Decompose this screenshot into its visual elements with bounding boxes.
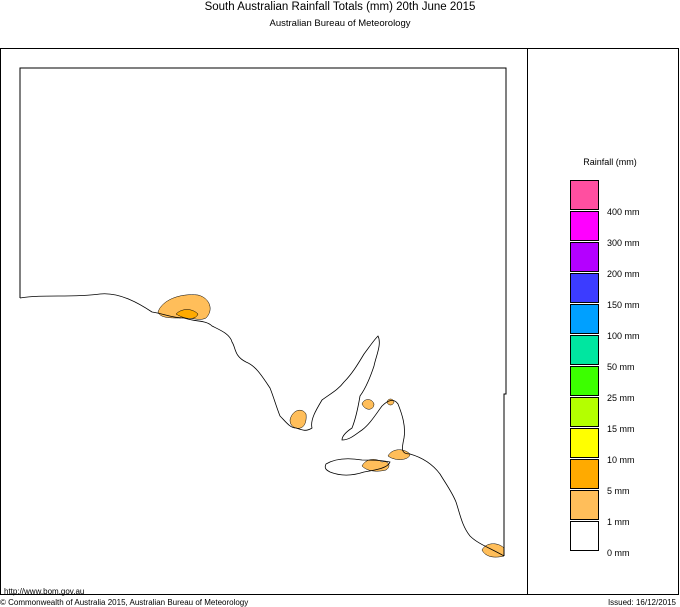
- legend-label: 400 mm: [607, 207, 640, 217]
- legend-title: Rainfall (mm): [583, 157, 637, 167]
- copyright-notice: © Commonwealth of Australia 2015, Austra…: [0, 598, 249, 607]
- legend-swatch: [570, 459, 599, 489]
- legend-label: 300 mm: [607, 238, 640, 248]
- legend-label: 5 mm: [607, 486, 630, 496]
- legend-label: 25 mm: [607, 393, 635, 403]
- legend-label: 150 mm: [607, 300, 640, 310]
- legend-label: 1 mm: [607, 517, 630, 527]
- legend-swatch: [570, 521, 599, 551]
- legend-label: 15 mm: [607, 424, 635, 434]
- source-url[interactable]: http://www.bom.gov.au: [4, 587, 85, 596]
- legend-swatch: [570, 211, 599, 241]
- kangaroo-island: [324, 458, 391, 476]
- legend-swatch: [570, 490, 599, 520]
- legend-swatch: [570, 335, 599, 365]
- legend-label: 10 mm: [607, 455, 635, 465]
- legend-swatch: [570, 428, 599, 458]
- legend-swatch: [570, 397, 599, 427]
- legend-swatch: [570, 304, 599, 334]
- legend-swatch: [570, 366, 599, 396]
- coastline: [19, 293, 505, 557]
- rain-area-far-west-core: [175, 309, 199, 319]
- legend-divider: [527, 48, 528, 595]
- rain-area-yorke-peninsula: [361, 399, 375, 410]
- map-subtitle: Australian Bureau of Meteorology: [269, 18, 411, 29]
- legend-label: 200 mm: [607, 269, 640, 279]
- state-border: [19, 67, 507, 556]
- south-australia-map: [19, 67, 507, 558]
- rain-area-fleurieu: [387, 449, 411, 460]
- legend-label: 100 mm: [607, 331, 640, 341]
- rain-area-port: [386, 398, 395, 406]
- map-frame: [0, 48, 679, 595]
- legend-label: 50 mm: [607, 362, 635, 372]
- rain-area-eyre-peninsula: [289, 409, 307, 429]
- legend-swatch: [570, 180, 599, 210]
- legend-swatch: [570, 273, 599, 303]
- issued-date: Issued: 16/12/2015: [607, 598, 676, 607]
- legend-swatch: [570, 242, 599, 272]
- legend-label: 0 mm: [607, 548, 630, 558]
- map-title: South Australian Rainfall Totals (mm) 20…: [204, 1, 476, 13]
